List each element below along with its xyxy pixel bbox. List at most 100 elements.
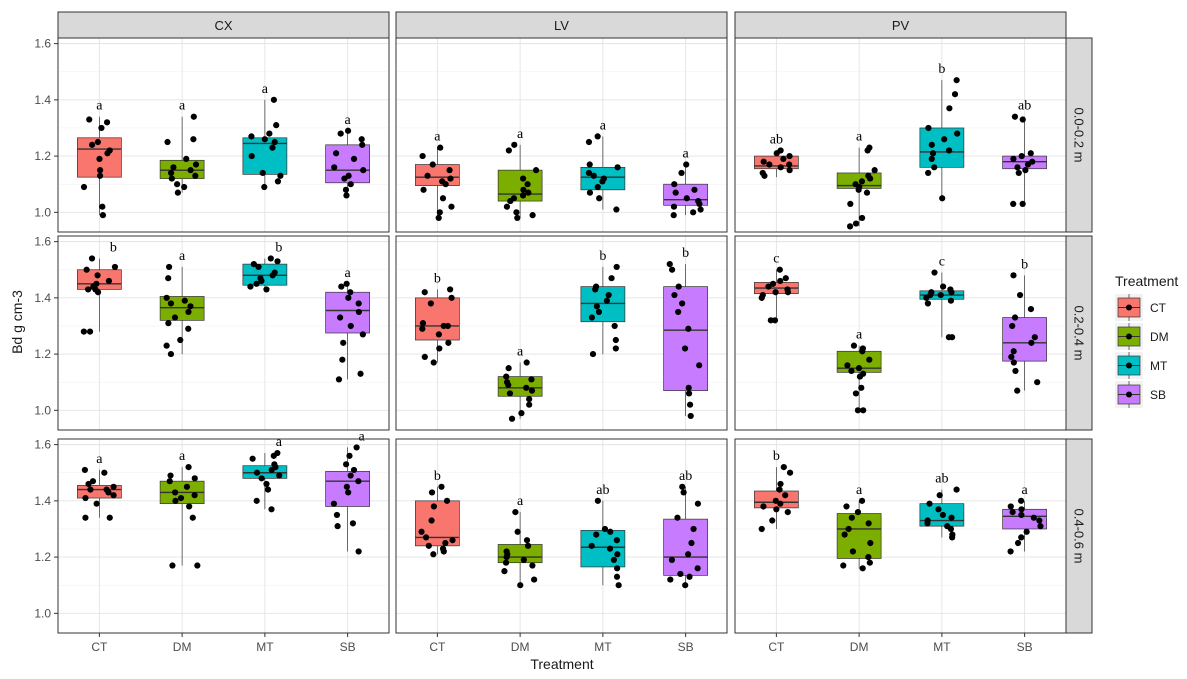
x-tick-label: SB [1017,640,1033,654]
data-point [192,172,199,179]
significance-letter: b [1021,257,1028,272]
data-point [594,183,601,191]
data-point [85,286,92,293]
data-point [343,483,350,490]
data-point [169,562,176,569]
panel-border [57,235,390,431]
data-point [82,494,89,502]
legend-title: Treatment [1115,273,1178,289]
x-tick-label: MT [256,640,274,654]
data-point [503,203,511,210]
data-point [268,466,275,474]
data-point [436,345,443,352]
data-point [670,212,677,219]
box-sb [1002,317,1047,362]
data-point [86,116,93,123]
y-axis-title: Bd g cm-3 [9,290,25,354]
data-point [337,130,344,137]
data-point [773,506,780,513]
significance-letter: b [110,240,117,255]
data-point [445,339,452,346]
y-tick-label: 1.0 [34,606,51,620]
box-sb [663,286,708,391]
data-point [1019,200,1026,207]
significance-letter: a [517,345,524,360]
data-point [852,390,860,397]
data-point [514,528,521,535]
data-point [696,362,703,369]
data-point [758,525,765,533]
data-point [679,483,686,490]
data-point [1011,113,1019,120]
data-point [258,277,265,285]
significance-letter: b [938,62,945,77]
data-point [947,297,955,304]
data-point [353,444,360,451]
box-ct [77,269,122,290]
data-point [105,277,113,285]
data-point [1009,509,1016,516]
data-point [863,189,871,196]
legend-point-ct [1126,304,1132,311]
data-point [613,537,620,544]
data-point [850,342,858,349]
data-point [183,483,191,490]
data-point [691,186,698,193]
data-point [343,192,350,199]
data-point [346,452,353,459]
facet-label-lv: LV [554,18,569,33]
data-point [607,528,614,535]
data-point [430,359,437,366]
data-point [111,263,119,271]
data-point [678,169,685,177]
data-point [437,144,444,151]
significance-letter: a [345,113,352,128]
data-point [166,478,173,485]
data-point [760,503,767,510]
data-point [931,164,938,171]
data-point [593,531,600,538]
data-point [99,203,106,210]
data-point [844,362,851,369]
data-point [523,537,531,544]
y-tick-label: 1.4 [34,494,51,508]
data-point [840,562,847,569]
significance-letter: a [179,449,186,464]
data-point [82,514,89,521]
data-point [511,141,518,148]
data-point [866,356,873,363]
data-point [670,203,678,210]
x-tick-label: CT [429,640,446,654]
x-tick-label: MT [594,640,612,654]
data-point [1007,503,1014,510]
data-point [360,167,367,174]
data-point [858,497,866,504]
data-point [951,91,959,98]
facet-label-pv: PV [892,18,910,33]
data-point [427,300,434,307]
data-point [532,167,540,174]
data-point [860,407,867,414]
data-point [786,152,793,160]
data-point [1028,339,1035,346]
data-point [250,261,257,268]
data-point [529,562,536,569]
data-point [854,509,862,516]
data-point [274,178,282,185]
facet-strip-lv [395,11,728,39]
data-point [528,387,536,394]
data-point [697,206,704,213]
x-tick-label: CT [768,640,785,654]
significance-letter: a [856,483,863,498]
significance-letter: b [599,249,606,264]
data-point [937,291,944,299]
data-point [518,410,525,417]
data-point [165,320,172,327]
data-point [1015,169,1022,177]
data-point [186,503,193,510]
box-ct [415,164,460,186]
y-tick-label: 1.6 [34,438,51,452]
x-tick-label: CT [91,640,108,654]
data-point [1011,314,1019,321]
data-point [442,181,449,188]
